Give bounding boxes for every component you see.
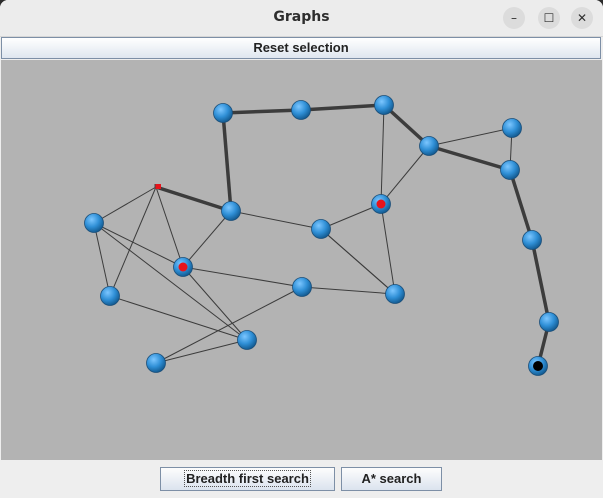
breadth-first-search-button[interactable]: Breadth first search bbox=[160, 467, 335, 491]
path-edge bbox=[155, 185, 232, 213]
path-edge bbox=[221, 112, 233, 212]
graph-node[interactable] bbox=[502, 118, 522, 138]
graph-edge bbox=[182, 266, 248, 341]
graph-edge bbox=[301, 286, 396, 295]
graph-node[interactable] bbox=[419, 136, 439, 156]
graph-node[interactable] bbox=[100, 286, 120, 306]
graph-edge bbox=[93, 186, 157, 224]
reset-selection-button[interactable]: Reset selection bbox=[1, 37, 601, 59]
graph-edge bbox=[182, 266, 303, 288]
path-edge bbox=[530, 239, 551, 323]
graph-edge bbox=[109, 186, 157, 297]
goal-marker bbox=[533, 361, 543, 371]
graph-node[interactable] bbox=[213, 103, 233, 123]
graph-edge bbox=[155, 186, 184, 268]
graph-edge bbox=[230, 210, 322, 230]
path-edge bbox=[382, 103, 431, 148]
selected-marker bbox=[178, 262, 188, 272]
minimize-icon[interactable]: – bbox=[503, 7, 525, 29]
graph-edge bbox=[320, 203, 382, 230]
graph-node[interactable] bbox=[291, 100, 311, 120]
graph-edge bbox=[380, 145, 430, 205]
graph-node[interactable] bbox=[539, 312, 559, 332]
graph-edge bbox=[93, 222, 248, 341]
path-edge bbox=[428, 144, 511, 172]
graph-edge bbox=[182, 210, 232, 268]
graph-node[interactable] bbox=[84, 213, 104, 233]
graph-drawing bbox=[84, 95, 559, 376]
maximize-icon[interactable]: ☐ bbox=[538, 7, 560, 29]
graph-node[interactable] bbox=[292, 277, 312, 297]
graph-edge bbox=[380, 104, 385, 205]
graph-node[interactable] bbox=[522, 230, 542, 250]
graph-edge bbox=[155, 339, 248, 364]
a-star-search-button[interactable]: A* search bbox=[341, 467, 442, 491]
path-edge bbox=[300, 103, 385, 112]
graph-edge bbox=[93, 222, 111, 297]
graph-edge bbox=[428, 127, 513, 147]
graph-node[interactable] bbox=[237, 330, 257, 350]
graph-edge bbox=[320, 228, 396, 295]
graph-node[interactable] bbox=[146, 353, 166, 373]
graph-node[interactable] bbox=[385, 284, 405, 304]
window-title: Graphs bbox=[273, 9, 330, 25]
graph-node[interactable] bbox=[374, 95, 394, 115]
selected-marker bbox=[376, 199, 386, 209]
graph-canvas[interactable] bbox=[1, 60, 602, 460]
close-icon[interactable]: ✕ bbox=[571, 7, 593, 29]
edges-layer bbox=[93, 103, 551, 367]
start-flag-icon[interactable] bbox=[154, 184, 161, 190]
graph-edge bbox=[109, 295, 248, 341]
title-bar: Graphs – ☐ ✕ bbox=[0, 0, 603, 37]
bfs-label: Breadth first search bbox=[184, 470, 311, 487]
graph-node[interactable] bbox=[500, 160, 520, 180]
path-edge bbox=[508, 169, 534, 241]
path-edge bbox=[222, 108, 302, 115]
graph-node[interactable] bbox=[311, 219, 331, 239]
graph-node[interactable] bbox=[221, 201, 241, 221]
graph-edge bbox=[380, 203, 396, 295]
graph-edge bbox=[155, 286, 303, 364]
nodes-layer bbox=[84, 95, 559, 376]
graph-edge bbox=[93, 222, 184, 268]
